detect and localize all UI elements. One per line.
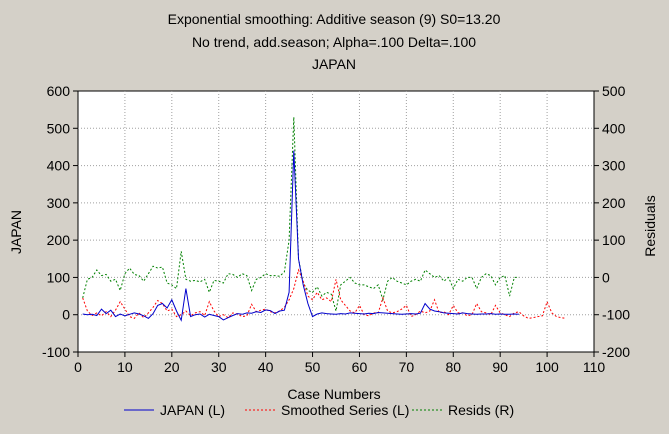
y-right-tick-label: 200 bbox=[602, 195, 626, 211]
series-line-0 bbox=[82, 150, 519, 322]
x-tick-label: 10 bbox=[117, 359, 133, 375]
y-tick-label: 300 bbox=[47, 195, 71, 211]
y-tick-label: 600 bbox=[47, 83, 71, 99]
chart-subtitle-series: JAPAN bbox=[312, 56, 356, 72]
y-right-tick-label: 100 bbox=[602, 232, 626, 248]
y-axis-left: -100 0 100 200 300 400 500 600 bbox=[42, 83, 78, 360]
legend-label-2: Resids (R) bbox=[448, 402, 514, 418]
x-tick-label: 110 bbox=[583, 359, 606, 375]
x-axis: 0 10 20 30 40 50 60 70 80 90 100 110 bbox=[74, 352, 605, 375]
x-tick-label: 20 bbox=[164, 359, 180, 375]
y-tick-label: -100 bbox=[42, 344, 70, 360]
y-right-tick-label: 0 bbox=[602, 269, 610, 285]
x-tick-label: 0 bbox=[74, 359, 82, 375]
y-tick-label: 200 bbox=[47, 232, 71, 248]
y-right-tick-label: -100 bbox=[602, 307, 630, 323]
y-tick-label: 400 bbox=[47, 158, 71, 174]
y-tick-label: 0 bbox=[62, 307, 70, 323]
y-right-tick-label: 400 bbox=[602, 120, 626, 136]
y-axis-right: -200 -100 0 100 200 300 400 500 bbox=[594, 83, 630, 360]
series-layer bbox=[82, 117, 566, 322]
plot-area bbox=[77, 90, 595, 353]
y-tick-label: 100 bbox=[47, 269, 71, 285]
y-axis-label-right: Residuals bbox=[642, 195, 658, 256]
legend-label-1: Smoothed Series (L) bbox=[281, 402, 409, 418]
y-right-tick-label: 500 bbox=[602, 83, 626, 99]
series-line-1 bbox=[82, 268, 566, 319]
x-tick-label: 30 bbox=[211, 359, 227, 375]
y-right-tick-label: -200 bbox=[602, 344, 630, 360]
chart-subtitle: No trend, add.season; Alpha=.100 Delta=.… bbox=[192, 34, 476, 50]
x-tick-label: 70 bbox=[399, 359, 415, 375]
y-tick-label: 500 bbox=[47, 120, 71, 136]
y-right-tick-label: 300 bbox=[602, 158, 626, 174]
x-axis-label: Case Numbers bbox=[287, 386, 380, 402]
legend: JAPAN (L) Smoothed Series (L) Resids (R) bbox=[124, 402, 514, 418]
x-tick-label: 80 bbox=[445, 359, 461, 375]
legend-label-0: JAPAN (L) bbox=[160, 402, 225, 418]
chart-title: Exponential smoothing: Additive season (… bbox=[168, 11, 501, 27]
x-tick-label: 90 bbox=[492, 359, 508, 375]
x-tick-label: 60 bbox=[352, 359, 368, 375]
x-tick-label: 50 bbox=[305, 359, 321, 375]
x-tick-label: 40 bbox=[258, 359, 274, 375]
y-axis-label-left: JAPAN bbox=[8, 210, 24, 254]
x-tick-label: 100 bbox=[535, 359, 559, 375]
